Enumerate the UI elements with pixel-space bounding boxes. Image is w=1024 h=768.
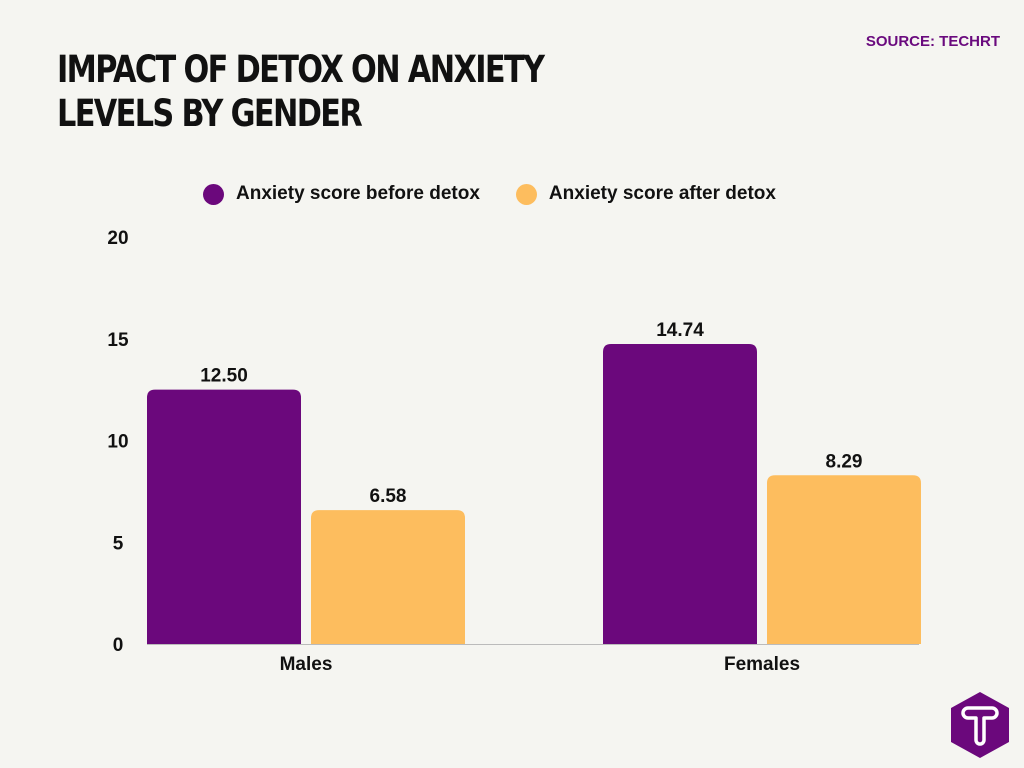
bar <box>311 510 465 644</box>
techrt-logo-icon <box>951 692 1009 758</box>
legend-item-after: Anxiety score after detox <box>515 183 776 205</box>
bar <box>603 344 757 644</box>
data-label: 12.50 <box>200 366 248 387</box>
source-label: SOURCE: TECHRT <box>865 33 1000 50</box>
y-tick-label: 20 <box>107 228 128 249</box>
x-tick-label: Females <box>724 654 800 675</box>
chart-title: Impact of detox on anxiety levels by gen… <box>57 48 545 135</box>
legend-label-before: Anxiety score before detox <box>236 183 480 204</box>
y-tick-label: 10 <box>107 432 128 453</box>
legend-swatch-before <box>203 183 224 205</box>
legend-item-before: Anxiety score before detox <box>203 183 480 205</box>
legend-swatch-after <box>515 183 537 205</box>
legend-label-after: Anxiety score after detox <box>548 183 776 204</box>
data-label: 14.74 <box>656 320 704 341</box>
bar <box>767 475 921 644</box>
data-label: 6.58 <box>370 486 407 507</box>
data-label: 8.29 <box>826 451 863 472</box>
bar <box>147 389 301 644</box>
x-tick-label: Males <box>280 654 333 675</box>
y-tick-label: 0 <box>113 635 124 656</box>
y-tick-label: 5 <box>113 533 124 554</box>
y-tick-label: 15 <box>107 330 129 351</box>
legend: Anxiety score before detox Anxiety score… <box>203 183 776 205</box>
